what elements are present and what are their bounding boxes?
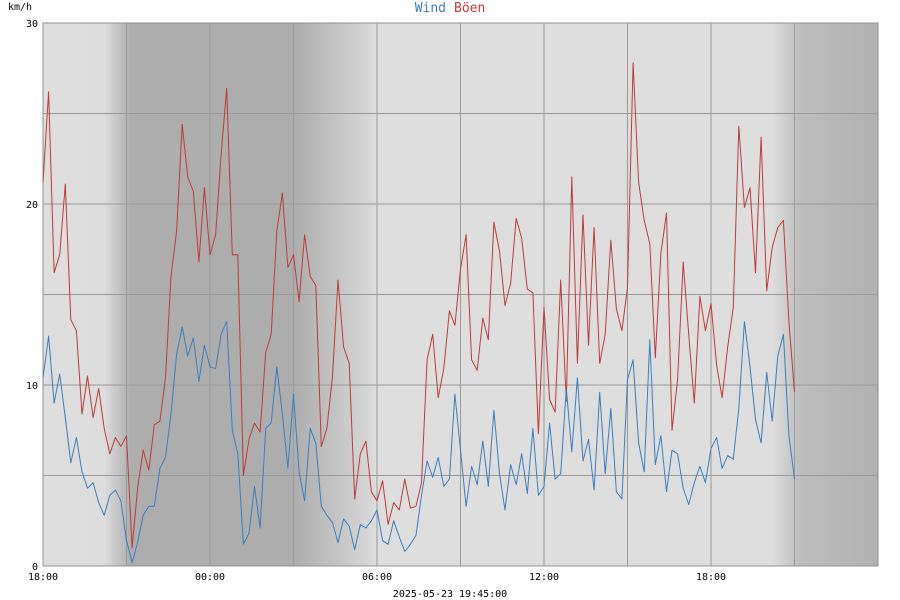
title-boeen: Böen — [454, 1, 485, 16]
x-axis-timestamp: 2025-05-23 19:45:00 — [393, 589, 507, 600]
axis-labels: 0 10 20 30 18:00 00:00 06:00 12:00 18:00 — [26, 19, 726, 583]
y-tick-label: 0 — [32, 562, 38, 573]
x-tick-label: 00:00 — [195, 572, 225, 583]
series-line-boeen — [42, 62, 795, 549]
grid — [43, 23, 878, 566]
y-tick-label: 30 — [26, 19, 38, 30]
x-tick-label: 18:00 — [28, 572, 58, 583]
x-tick-label: 12:00 — [529, 572, 559, 583]
y-axis-unit: km/h — [8, 2, 32, 13]
series-line-wind — [42, 321, 795, 563]
y-tick-label: 20 — [26, 200, 38, 211]
y-tick-label: 10 — [26, 381, 38, 392]
x-tick-label: 18:00 — [696, 572, 726, 583]
x-tick-label: 06:00 — [362, 572, 392, 583]
series-layer — [42, 62, 795, 563]
title-wind: Wind — [415, 1, 446, 16]
